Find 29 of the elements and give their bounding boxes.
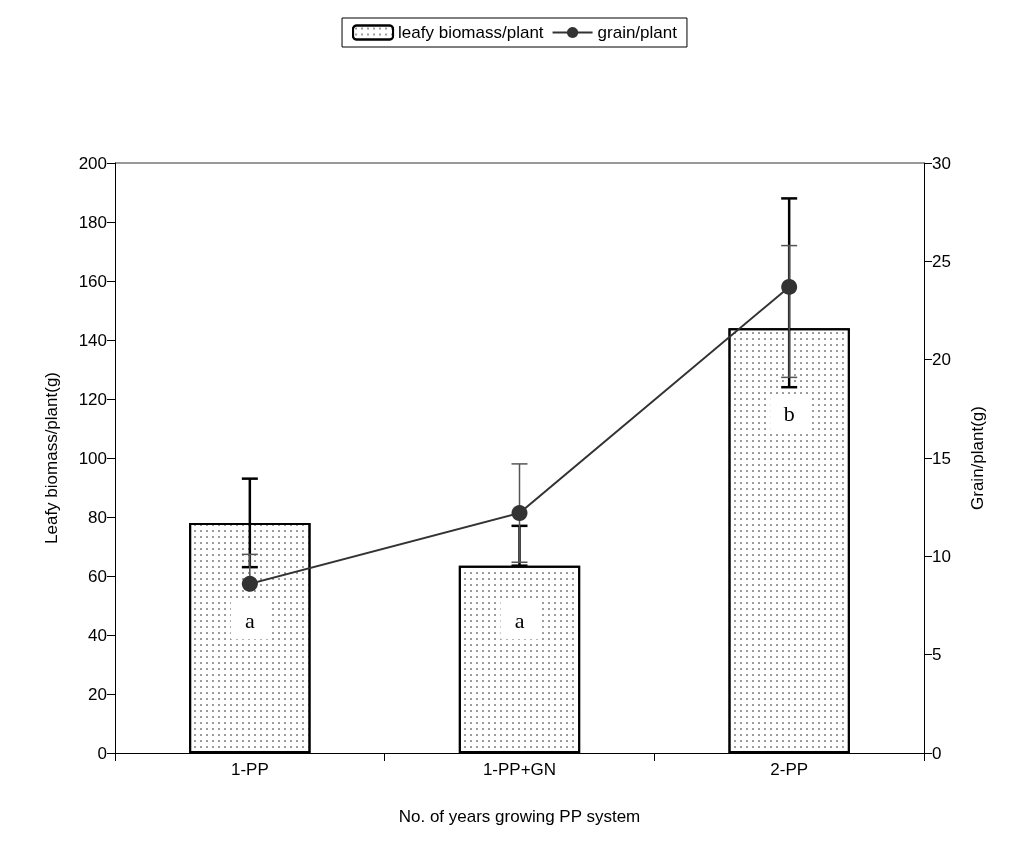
y-tick-label: 100 (78, 448, 107, 468)
y-tick-label: 120 (78, 389, 107, 409)
y-axis-title: Leafy biomass/plant(g) (42, 372, 61, 544)
y-tick-label: 0 (97, 743, 107, 763)
annotation: a (514, 607, 525, 633)
y-tick-label: 160 (78, 271, 107, 291)
y-tick-label: 180 (78, 212, 107, 232)
annotation: b (783, 401, 795, 427)
y2-tick-label: 15 (932, 448, 951, 468)
y-tick-label: 20 (88, 684, 107, 704)
x-axis-title: No. of years growing PP system (398, 807, 641, 826)
y-tick-label: 200 (78, 153, 107, 173)
y2-tick-label: 20 (932, 350, 951, 370)
y2-tick-label: 10 (932, 546, 951, 566)
x-tick-label: 1-PP+GN (482, 760, 557, 779)
legend-label: grain/plant (597, 23, 678, 42)
y2-tick-label: 30 (932, 153, 951, 173)
x-tick-label: 1-PP (230, 760, 269, 779)
y2-tick-label: 25 (932, 251, 951, 271)
y2-axis-title: Grain/plant(g) (968, 406, 987, 510)
y-tick-label: 60 (88, 566, 107, 586)
y-tick-label: 40 (88, 625, 107, 645)
legend-label: leafy biomass/plant (398, 23, 544, 42)
y2-tick-label: 0 (932, 743, 942, 763)
y-tick-label: 80 (88, 507, 107, 527)
y2-tick-label: 5 (932, 645, 942, 665)
x-tick-label: 2-PP (770, 760, 809, 779)
y-tick-label: 140 (78, 330, 107, 350)
annotation: a (244, 607, 255, 633)
